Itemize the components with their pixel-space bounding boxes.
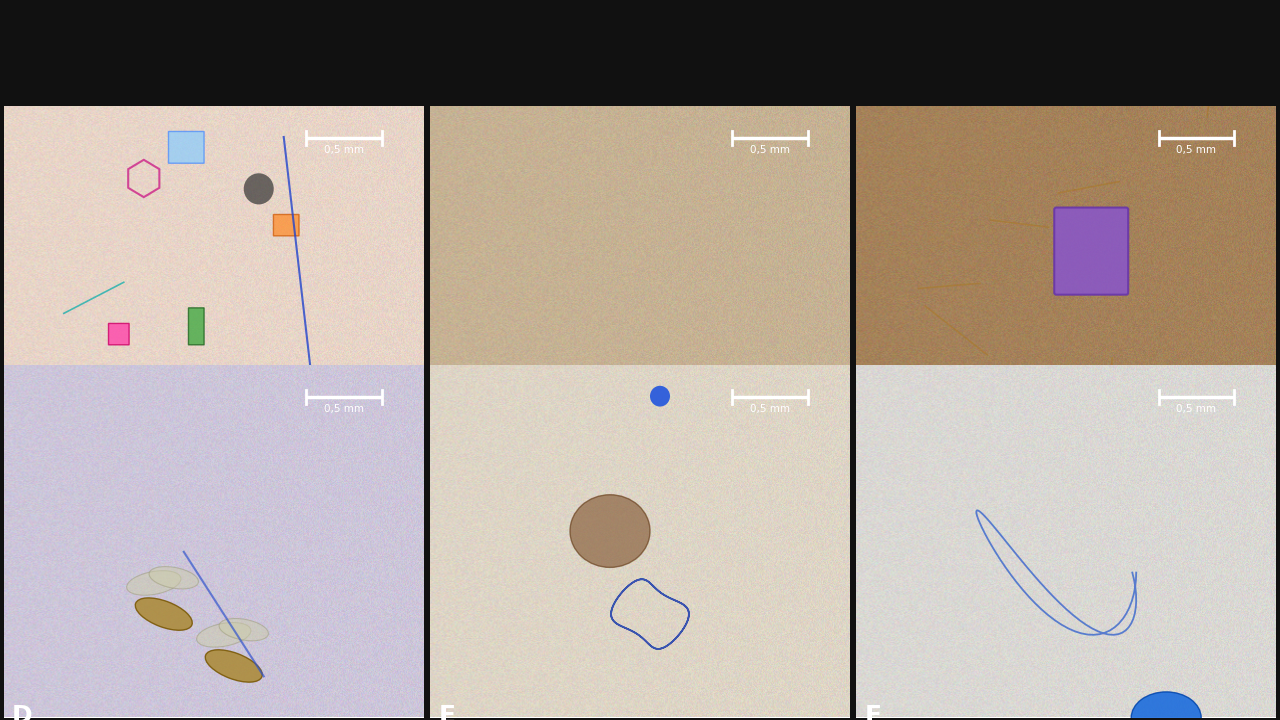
FancyBboxPatch shape [1055,207,1128,294]
Text: 0,5 mm: 0,5 mm [1176,145,1216,156]
Ellipse shape [148,567,198,589]
Text: 0,5 mm: 0,5 mm [324,405,364,415]
Text: B: B [439,444,457,469]
Text: D: D [13,703,33,720]
Text: 0,5 mm: 0,5 mm [750,405,790,415]
Circle shape [650,386,669,407]
Ellipse shape [570,495,650,567]
Text: C: C [865,444,883,469]
FancyBboxPatch shape [188,308,204,345]
Ellipse shape [205,649,262,682]
Ellipse shape [136,598,192,630]
Text: 0,5 mm: 0,5 mm [324,145,364,156]
Text: F: F [865,703,882,720]
Text: A: A [13,444,32,469]
Ellipse shape [1132,692,1201,720]
Text: E: E [439,703,456,720]
FancyBboxPatch shape [274,215,300,236]
Circle shape [243,174,274,204]
Ellipse shape [127,571,180,595]
Text: 0,5 mm: 0,5 mm [750,145,790,156]
FancyBboxPatch shape [169,132,204,163]
Ellipse shape [197,623,251,647]
Ellipse shape [219,618,269,641]
FancyBboxPatch shape [109,323,129,345]
Text: 0,5 mm: 0,5 mm [1176,405,1216,415]
